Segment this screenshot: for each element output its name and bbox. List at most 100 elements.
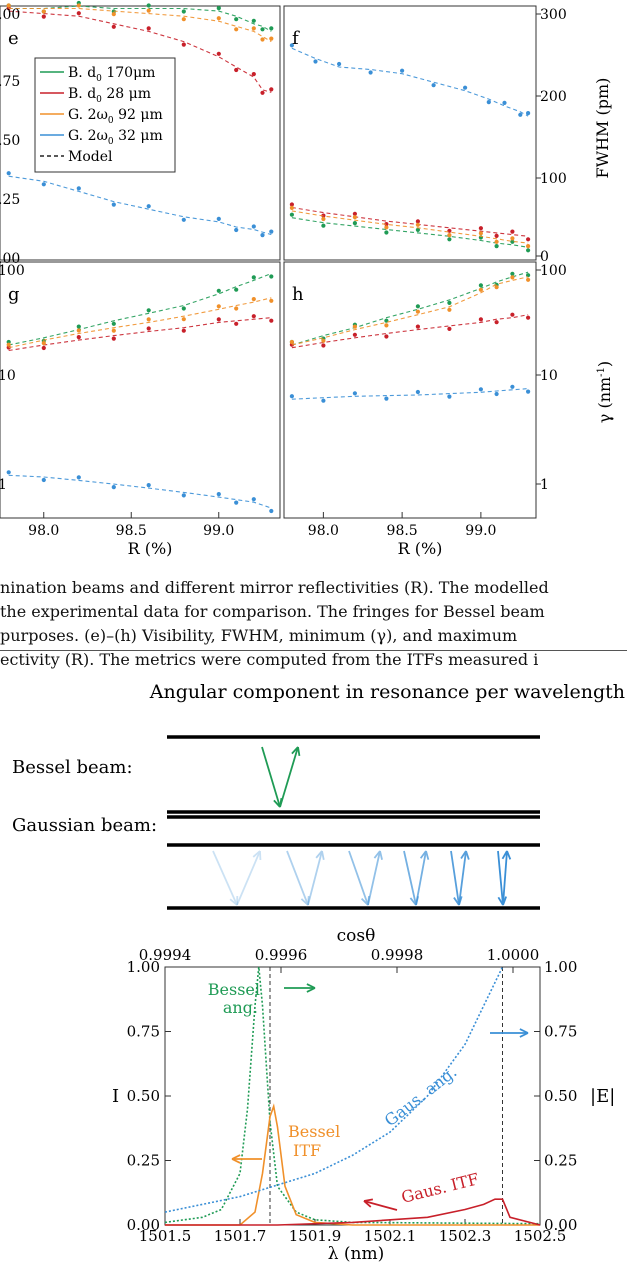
data-point xyxy=(146,3,151,8)
model-line xyxy=(8,297,272,349)
tick-label: 98.5 xyxy=(387,523,418,539)
arrow-shaft xyxy=(415,850,427,906)
legend-entry: Model xyxy=(40,149,113,165)
data-point xyxy=(384,222,389,227)
gaussian-incident-arrow xyxy=(403,850,419,906)
data-point xyxy=(181,493,186,498)
data-point xyxy=(251,297,256,302)
data-point xyxy=(234,27,239,32)
data-point xyxy=(289,43,294,48)
data-point xyxy=(6,342,11,347)
tick-label: 98.5 xyxy=(116,523,147,539)
tick-label: .50 xyxy=(0,133,20,149)
plot-frame xyxy=(164,966,541,1226)
data-point xyxy=(41,341,46,346)
series-line xyxy=(164,966,504,1213)
x-axis-label: λ (nm) xyxy=(328,1244,385,1264)
figure-caption: nination beams and different mirror refl… xyxy=(0,576,627,672)
axis-label: FWHM (pm) xyxy=(593,78,612,179)
caption-line: purposes. (e)–(h) Visibility, FWHM, mini… xyxy=(0,626,518,645)
data-point xyxy=(494,320,499,325)
top-axis-label: cosθ xyxy=(337,926,376,946)
data-point xyxy=(447,326,452,331)
data-point xyxy=(526,277,531,282)
data-point xyxy=(216,216,221,221)
arrow-head xyxy=(501,850,512,860)
arrow-head xyxy=(229,895,239,906)
data-point xyxy=(251,26,256,31)
legend-entry: G. 2ω0 32 μm xyxy=(40,128,163,147)
tick-label: 100 xyxy=(0,263,25,279)
arrow-head xyxy=(315,850,325,861)
model-line xyxy=(8,474,272,509)
model-line xyxy=(8,317,272,352)
gaussian-reflected-arrow xyxy=(501,850,512,906)
data-point xyxy=(352,324,357,329)
panel-letter: g xyxy=(8,284,20,305)
data-point xyxy=(526,315,531,320)
arrow-shaft xyxy=(307,850,323,906)
tick-label: 98.0 xyxy=(308,523,339,539)
arrow-shaft xyxy=(279,746,299,808)
data-point xyxy=(234,67,239,73)
model-line xyxy=(291,210,529,244)
data-point xyxy=(269,87,274,92)
data-point xyxy=(76,3,81,8)
data-point xyxy=(321,216,326,222)
data-point xyxy=(494,391,499,397)
data-point xyxy=(269,274,274,279)
data-point xyxy=(478,287,483,292)
tick-label: 1.00 xyxy=(544,958,577,976)
legend-label: B. d0 170μm xyxy=(68,65,155,84)
data-point xyxy=(76,324,81,329)
y-left-label: I xyxy=(112,1086,119,1107)
tick-label: 1502.3 xyxy=(439,1227,492,1245)
gaussian-reflected-arrow xyxy=(307,850,325,906)
data-point xyxy=(415,324,420,329)
arrow-shaft xyxy=(450,850,460,906)
data-point xyxy=(510,229,515,234)
data-point xyxy=(260,37,265,42)
gaussian-reflected-arrow xyxy=(367,850,383,906)
model-line xyxy=(291,47,529,117)
data-point xyxy=(251,314,256,319)
arrow-shaft xyxy=(212,850,238,906)
caption-line: the experimental data for comparison. Th… xyxy=(0,602,545,621)
arrow-head xyxy=(519,1028,529,1038)
data-point xyxy=(289,394,294,399)
annotation: ang. xyxy=(223,998,258,1017)
data-point xyxy=(478,283,483,288)
data-point xyxy=(478,317,483,322)
data-point xyxy=(510,384,515,389)
data-point xyxy=(463,85,468,90)
data-point xyxy=(269,298,274,303)
tick-label: 0.25 xyxy=(544,1152,577,1170)
tick-label: 0.9994 xyxy=(139,946,192,964)
data-point xyxy=(415,309,420,314)
legend-entry: B. d0 170μm xyxy=(40,65,155,84)
data-point xyxy=(234,321,239,326)
arrow-head xyxy=(373,850,383,860)
arrow-head xyxy=(252,850,262,861)
bottom-figure: Angular component in resonance per wavel… xyxy=(12,681,625,1264)
data-point xyxy=(526,389,531,394)
tick-label: 1501.5 xyxy=(139,1227,192,1245)
tick-label: .00 xyxy=(0,7,20,23)
annotation: Bessel xyxy=(288,1122,340,1141)
annotation: Gaus. ITF xyxy=(399,1169,480,1207)
arrow-shaft xyxy=(261,746,281,808)
gaussian-incident-arrow xyxy=(348,850,370,906)
data-point xyxy=(251,18,256,23)
data-point xyxy=(526,244,531,249)
data-point xyxy=(526,248,531,253)
data-point xyxy=(111,12,116,17)
data-point xyxy=(76,328,81,333)
section-divider xyxy=(0,650,627,651)
data-point xyxy=(415,389,420,395)
panel-h: h xyxy=(283,261,537,519)
arrow-shaft xyxy=(367,850,381,906)
data-point xyxy=(251,497,256,502)
data-point xyxy=(111,24,116,29)
arrow-head xyxy=(306,983,316,993)
tick-label: 99.0 xyxy=(203,523,234,539)
